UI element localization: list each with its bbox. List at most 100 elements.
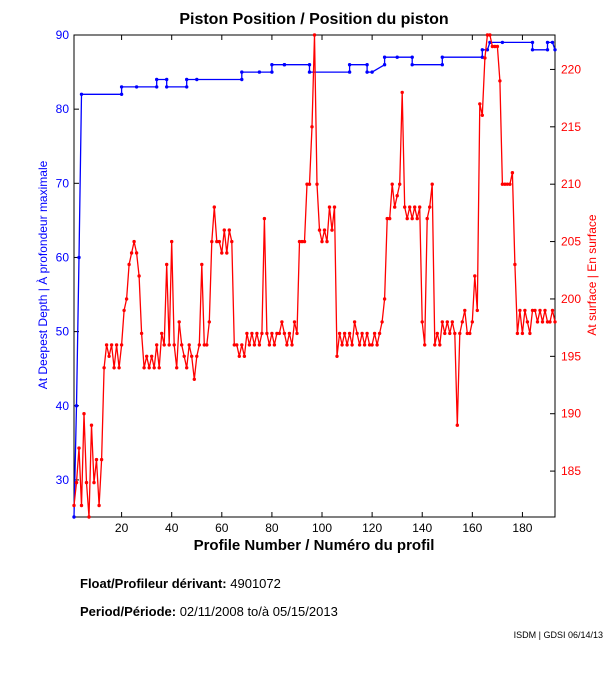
right-y-tick-label: 185 [561, 464, 581, 478]
surface-point [365, 331, 369, 336]
surface-point [508, 182, 512, 186]
surface-point [107, 354, 111, 358]
surface-point [262, 216, 267, 221]
surface-point [137, 274, 141, 278]
x-tick-label: 120 [362, 521, 382, 535]
deepest-depth-point [347, 70, 352, 74]
surface-point [287, 331, 292, 336]
surface-point [275, 331, 279, 336]
surface-point [92, 480, 96, 485]
surface-point [340, 343, 344, 347]
deepest-depth-point [270, 62, 274, 67]
surface-point [475, 308, 479, 313]
deepest-depth-point [155, 77, 159, 82]
right-y-tick-label: 220 [561, 62, 581, 76]
surface-point [423, 343, 427, 347]
surface-point [197, 343, 201, 347]
surface-point [252, 343, 257, 347]
deepest-depth-point [480, 55, 484, 59]
surface-point [520, 331, 525, 336]
surface-point [300, 239, 304, 244]
surface-point [347, 331, 352, 336]
deepest-depth-point [165, 77, 169, 82]
deepest-depth-point [307, 62, 312, 67]
surface-point [360, 331, 364, 336]
surface-point [458, 331, 462, 336]
deepest-depth-point [440, 62, 444, 67]
surface-point [102, 366, 106, 370]
surface-point [518, 308, 522, 313]
surface-point [160, 331, 164, 336]
x-tick-label: 60 [215, 521, 229, 535]
surface-point [490, 44, 495, 49]
surface-point [460, 320, 464, 324]
surface-point [393, 205, 397, 209]
left-y-tick-label: 30 [56, 473, 70, 487]
surface-point [533, 308, 537, 313]
surface-point [187, 343, 191, 347]
surface-point [500, 182, 505, 186]
deepest-depth-point [257, 70, 262, 74]
surface-point [114, 343, 119, 347]
surface-point [515, 331, 520, 336]
surface-point [150, 354, 154, 358]
surface-point [127, 262, 131, 267]
surface-point [170, 239, 174, 244]
surface-point [382, 297, 387, 301]
surface-point [315, 182, 319, 186]
deepest-depth-point [500, 40, 505, 45]
deepest-depth-point [134, 85, 139, 89]
surface-point [145, 354, 149, 358]
surface-point [345, 343, 349, 347]
surface-point [445, 320, 449, 324]
surface-point [405, 216, 409, 221]
x-tick-label: 80 [265, 521, 279, 535]
left-y-tick-label: 90 [56, 28, 70, 42]
x-axis: 20 40 60 80 100 120 140 160 180 [115, 35, 533, 535]
deepest-depth-point [72, 515, 76, 519]
deepest-depth-point [410, 55, 414, 59]
deepest-depth-point [545, 48, 550, 52]
surface-point [250, 331, 254, 336]
right-y-tick-label: 200 [561, 292, 581, 306]
surface-point [257, 343, 262, 347]
surface-point [87, 515, 91, 519]
deepest-depth-point [347, 62, 352, 67]
surface-point [372, 331, 377, 336]
surface-point [255, 331, 259, 336]
surface-point [175, 366, 179, 370]
deepest-depth-point [79, 92, 84, 97]
surface-point [332, 205, 337, 209]
x-tick-label: 100 [312, 521, 332, 535]
surface-point [325, 239, 329, 244]
surface-point [167, 343, 171, 347]
surface-point [453, 331, 457, 336]
surface-point [302, 239, 307, 244]
surface-point [247, 343, 252, 347]
surface-point [400, 90, 404, 95]
surface-point [82, 412, 86, 416]
surface-point [545, 320, 550, 324]
surface-point [207, 320, 211, 324]
left-y-tick-label: 70 [56, 176, 70, 190]
surface-point [89, 423, 94, 427]
surface-point [430, 182, 434, 186]
surface-point [307, 182, 312, 186]
surface-point [350, 343, 354, 347]
surface-point [227, 228, 231, 232]
surface-point [232, 343, 236, 347]
surface-point [225, 251, 229, 255]
surface-point [322, 228, 327, 232]
surface-point [428, 205, 432, 209]
period-separator: to/à [247, 604, 270, 619]
surface-point [335, 354, 339, 358]
surface-point [77, 446, 81, 450]
surface-point [282, 331, 287, 336]
surface-point [320, 239, 324, 244]
surface-point [443, 331, 447, 336]
deepest-depth-point [240, 77, 244, 82]
surface-point [265, 331, 269, 336]
surface-point [72, 503, 76, 508]
surface-point [375, 343, 379, 347]
surface-point [112, 366, 116, 370]
